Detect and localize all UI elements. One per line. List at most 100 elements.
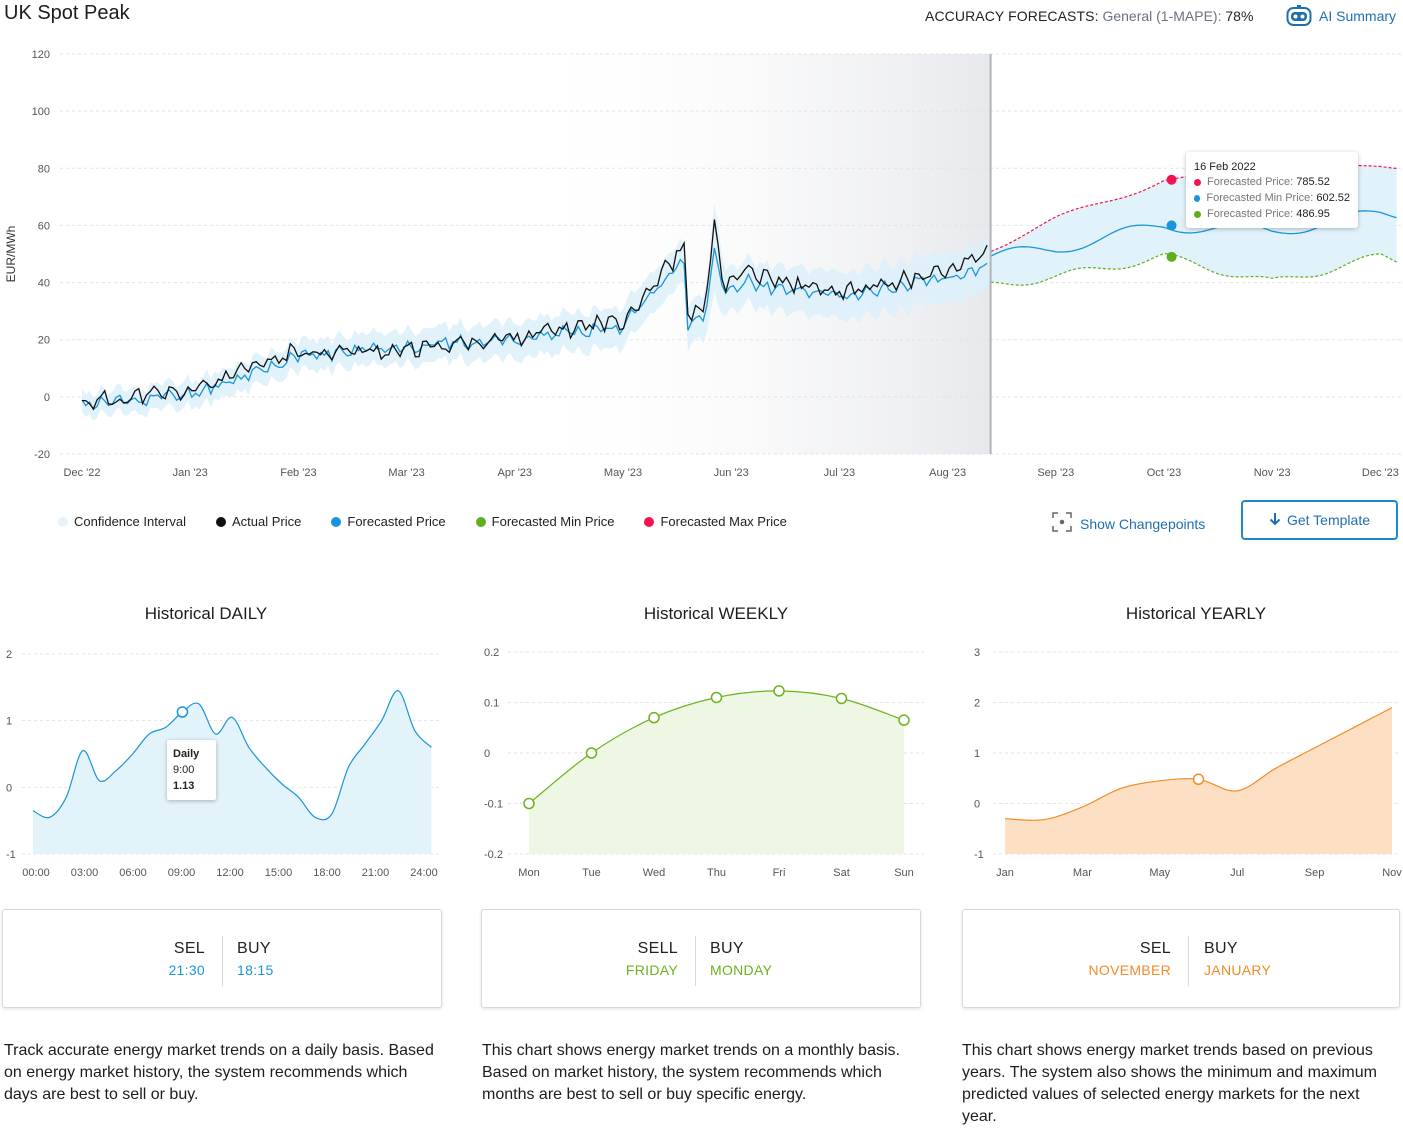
data-point [648, 711, 660, 724]
legend-forecasted-min-price[interactable]: Forecasted Min Price [475, 514, 615, 529]
y-tick-label: 60 [38, 220, 50, 232]
get-template-label: Get Template [1286, 512, 1370, 528]
tooltip-dot [1194, 178, 1201, 186]
x-tick-label: Dec '22 [64, 467, 101, 479]
accuracy-metric: General (1-MAPE): [1102, 8, 1222, 24]
x-tick-label: Sat [833, 867, 850, 879]
tooltip-time: 9:00 [173, 764, 195, 776]
show-changepoints-button[interactable]: Show Changepoints [1052, 512, 1205, 535]
x-tick-label: Feb '23 [280, 467, 316, 479]
tooltip-value: 785.52 [1296, 176, 1330, 188]
buy-column: BUY JANUARY [1204, 940, 1271, 978]
sell-label: SEL [173, 940, 205, 957]
highlight-point [176, 706, 189, 718]
buy-label: BUY [710, 940, 744, 957]
x-tick-label: Jul [1230, 867, 1244, 879]
area-fill [529, 690, 904, 854]
ai-summary-button[interactable]: AI Summary [1286, 5, 1396, 27]
legend-dot [216, 516, 227, 527]
x-tick-label: Wed [643, 867, 665, 879]
legend-dot [644, 516, 655, 527]
x-tick-label: Nov [1382, 867, 1402, 879]
daily-recommendation-card: SEL 21:30 BUY 18:15 [2, 909, 442, 1008]
robot-icon [1286, 5, 1312, 27]
legend-forecasted-price[interactable]: Forecasted Price [331, 514, 446, 529]
data-point [898, 714, 910, 726]
forecast-price-marker [1166, 220, 1177, 231]
legend-dot [475, 516, 486, 527]
tooltip-row: Forecasted Price: 486.95 [1194, 206, 1350, 222]
x-tick-label: Jul '23 [824, 467, 855, 479]
page-title: UK Spot Peak [4, 2, 130, 24]
actual-price-line [82, 219, 988, 411]
daily-tooltip: Daily 9:00 1.13 [167, 740, 216, 800]
data-point [710, 691, 723, 704]
x-tick-label: May [1149, 867, 1170, 879]
legend-label: Actual Price [232, 514, 302, 529]
y-axis-label: EUR/MWh [4, 226, 18, 283]
daily-panel-title: Historical DAILY [144, 604, 268, 623]
x-tick-label: Mar [1073, 867, 1092, 879]
forecasted-min-price-line [990, 252, 1397, 286]
legend-dot [331, 516, 342, 527]
daily-chart: -1 0 1 2 00:00 03:00 06:00 09:00 12:00 15:00 18:00… [6, 649, 440, 879]
y-tick-label: 0 [974, 799, 980, 811]
y-tick-label: -0.1 [484, 799, 503, 811]
tooltip-label: Forecasted Min Price: [1206, 192, 1314, 204]
confidence-interval-band [82, 165, 1397, 421]
y-tick-label: 2 [974, 698, 980, 710]
x-tick-label: Dec '23 [1362, 467, 1399, 479]
y-tick-label: 0 [44, 392, 50, 404]
yearly-recommendation-card: SEL NOVEMBER BUY JANUARY [962, 909, 1400, 1008]
sell-value: 21:30 [168, 962, 205, 978]
weekly-panel-title: Historical WEEKLY [643, 604, 789, 623]
legend-dot [58, 516, 68, 527]
legend-label: Forecasted Min Price [491, 514, 615, 529]
x-tick-label: Sun [894, 867, 914, 879]
yearly-description: This chart shows energy market trends ba… [962, 1042, 1377, 1125]
yearly-chart: -1 0 1 2 3 Jan Mar May Jul Sep Nov [974, 647, 1402, 879]
forecasted-price-line [81, 247, 988, 411]
x-tick-label: 09:00 [168, 867, 196, 879]
tooltip-row: Forecasted Price: 785.52 [1194, 174, 1350, 190]
x-tick-label: Apr '23 [498, 467, 533, 479]
legend-actual-price[interactable]: Actual Price [216, 514, 301, 529]
highlight-point [1192, 773, 1205, 786]
x-tick-label: 15:00 [265, 867, 293, 879]
sell-column: SELL FRIDAY [626, 940, 678, 978]
x-tick-label: Oct '23 [1147, 467, 1182, 479]
y-tick-label: 3 [974, 647, 980, 659]
x-tick-label: Sep '23 [1037, 467, 1074, 479]
x-tick-label: Mon [518, 867, 539, 879]
y-tick-label: 20 [38, 335, 50, 347]
sell-value: NOVEMBER [1088, 962, 1171, 978]
x-tick-label: Sep [1305, 867, 1325, 879]
x-tick-label: 00:00 [22, 867, 50, 879]
x-tick-label: Aug '23 [929, 467, 966, 479]
tooltip-dot [1194, 194, 1201, 202]
x-tick-label: Jun '23 [714, 467, 749, 479]
main-forecast-chart: -20 0 20 40 60 80 100 120 EUR/MWh Dec '22 Jan '23 F… [4, 49, 1403, 479]
y-tick-label: 2 [6, 649, 12, 661]
tooltip-row: Forecasted Min Price: 602.52 [1194, 190, 1350, 206]
legend-label: Confidence Interval [74, 514, 187, 529]
x-tick-label: Tue [582, 867, 601, 879]
yearly-panel-title: Historical YEARLY [1125, 604, 1267, 623]
y-tick-label: 1 [974, 748, 980, 760]
accuracy-value: 78% [1225, 8, 1254, 24]
buy-label: BUY [1204, 940, 1238, 957]
weekly-chart: -0.2 -0.1 0 0.1 0.2 Mon Tue Wed Thu Fri Sat Sun [484, 647, 924, 879]
y-tick-label: 80 [38, 163, 50, 175]
legend-confidence-interval[interactable]: Confidence Interval [58, 514, 186, 529]
history-shade [514, 54, 991, 454]
legend-label: Forecasted Max Price [660, 514, 787, 529]
legend-forecasted-max-price[interactable]: Forecasted Max Price [644, 514, 787, 529]
x-tick-label: Fri [773, 867, 786, 879]
buy-value: JANUARY [1204, 962, 1272, 978]
y-tick-label: 0.1 [484, 698, 499, 710]
show-changepoints-label: Show Changepoints [1080, 515, 1206, 532]
y-tick-label: -1 [6, 849, 16, 861]
x-tick-label: Jan '23 [173, 467, 208, 479]
get-template-button[interactable]: Get Template [1241, 500, 1398, 540]
x-tick-label: 06:00 [119, 867, 147, 879]
